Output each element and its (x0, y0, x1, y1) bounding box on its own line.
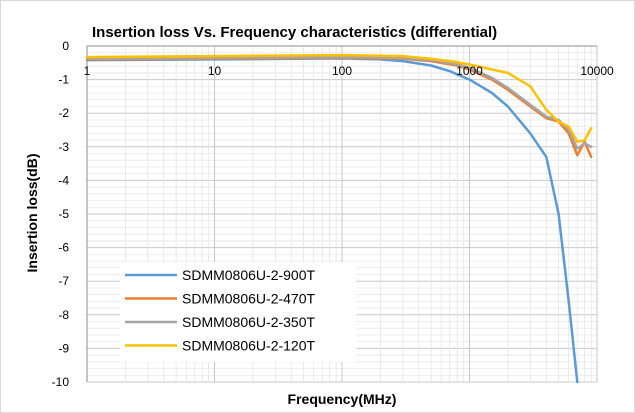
y-tick-label: -9 (58, 341, 69, 355)
y-tick-label: -10 (52, 375, 70, 389)
x-axis-title: Frequency(MHz) (288, 391, 397, 407)
legend: SDMM0806U-2-900T SDMM0806U-2-470T SDMM0806… (120, 262, 356, 362)
y-tick-label: -5 (58, 207, 69, 221)
y-tick-label: -4 (58, 173, 69, 187)
y-tick-label: -1 (58, 73, 69, 87)
y-tick-labels: 0 -1 -2 -3 -4 -5 -6 -7 -8 -9 -10 (52, 39, 70, 389)
legend-label: SDMM0806U-2-350T (182, 314, 315, 330)
axes (86, 45, 597, 382)
x-tick-labels: 1 10 100 1000 10000 (84, 64, 614, 78)
y-tick-label: -6 (58, 241, 69, 255)
series-lines (85, 53, 593, 384)
chart-title: Insertion loss Vs. Frequency characteris… (92, 24, 497, 41)
y-tick-label: -2 (58, 106, 69, 120)
x-tick-label: 100 (332, 64, 352, 78)
series-line (85, 55, 593, 150)
y-tick-label: -3 (58, 140, 69, 154)
x-tick-label: 1 (84, 64, 91, 78)
series-line (85, 53, 593, 144)
legend-label: SDMM0806U-2-120T (182, 338, 315, 354)
legend-label: SDMM0806U-2-470T (182, 291, 315, 307)
y-tick-label: -7 (58, 274, 69, 288)
legend-label: SDMM0806U-2-900T (182, 267, 315, 283)
y-axis-title: Insertion loss(dB) (24, 153, 40, 272)
y-tick-label: -8 (58, 308, 69, 322)
x-tick-label: 10000 (580, 64, 614, 78)
x-tick-label: 10 (208, 64, 222, 78)
x-tick-label: 1000 (456, 64, 483, 78)
y-tick-label: 0 (62, 39, 69, 53)
